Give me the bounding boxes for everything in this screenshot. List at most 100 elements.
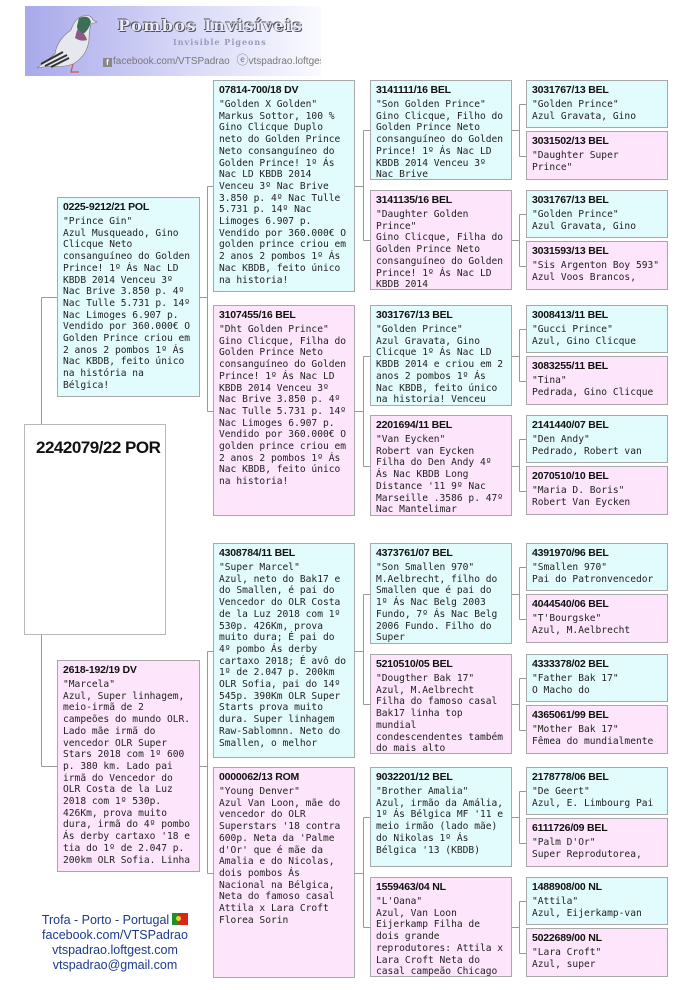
pigeon-description: "Marcela" Azul, Super linhagem, meio-irm… bbox=[63, 679, 191, 866]
ring-number: 3031502/13 BEL bbox=[532, 135, 609, 147]
pigeon-description: "Dht Golden Prince" Gino Clicque, Filha … bbox=[219, 324, 347, 488]
pigeon-description: "Son Smallen 970" M.Aelbrecht, filho do … bbox=[376, 562, 498, 644]
great-grandparents-card[interactable]: 3031767/13 BEL "Golden Prince" Azul Grava… bbox=[370, 305, 512, 406]
pigeon-description: "Father Bak 17" O Macho do bbox=[532, 673, 619, 696]
pigeon-description: "Smallen 970" Pai do Patronvencedor bbox=[532, 562, 654, 585]
pigeon-description: "Daughter Super Prince" bbox=[532, 150, 619, 173]
ring-number: 0000062/13 ROM bbox=[219, 771, 300, 783]
great-great-grandparents-card[interactable]: 3031593/13 BEL "Sis Argenton Boy 593" Azu… bbox=[526, 241, 668, 290]
logo-title: Pombos Invisíveis bbox=[118, 16, 304, 35]
pigeon-description: "Prince Gin" Azul Musqueado, Gino Clicqu… bbox=[63, 216, 191, 391]
pigeon-description: "Brother Amalia" Azul, irmão da Amália, … bbox=[376, 786, 504, 856]
ring-number: 3031767/13 BEL bbox=[532, 84, 609, 96]
pigeon-description: "Maria D. Boris" Robert Van Eycken bbox=[532, 485, 631, 508]
ring-number: 1559463/04 NL bbox=[376, 881, 446, 893]
pigeon-description: "Den Andy" Pedrado, Robert van bbox=[532, 434, 642, 457]
great-grandparents-card[interactable]: 1559463/04 NL "L'Oana" Azul, Van Loon Eij… bbox=[370, 877, 512, 977]
ring-number: 3141135/16 BEL bbox=[376, 194, 453, 206]
pigeon-icon bbox=[36, 15, 98, 73]
ring-number: 1488908/00 NL bbox=[532, 881, 602, 893]
ring-number: 3141111/16 BEL bbox=[376, 84, 451, 96]
ring-number: 4373761/07 BEL bbox=[376, 547, 453, 559]
facebook-icon: f bbox=[103, 58, 112, 67]
great-great-grandparents-card[interactable]: 4044540/06 BEL "T'Bourgske" Azul, M.Aelbr… bbox=[526, 594, 668, 643]
ring-number: 3083255/11 BEL bbox=[532, 360, 609, 372]
ring-number: 2070510/10 BEL bbox=[532, 470, 609, 482]
ring-number: 3031767/13 BEL bbox=[376, 309, 453, 321]
grandparents-card[interactable]: 4308784/11 BEL "Super Marcel" Azul, neto … bbox=[213, 543, 355, 758]
subject-pigeon-card[interactable]: 2242079/22 POR bbox=[24, 424, 166, 635]
ring-number: 2141440/07 BEL bbox=[532, 419, 609, 431]
great-great-grandparents-card[interactable]: 3031767/13 BEL "Golden Prince" Azul Grava… bbox=[526, 190, 668, 238]
ring-number: 0225-9212/21 POL bbox=[63, 201, 150, 213]
ring-number: 2178778/06 BEL bbox=[532, 771, 609, 783]
pigeon-description: "Attila" Azul, Eijerkamp-van bbox=[532, 896, 642, 919]
pigeon-description: "Daughter Golden Prince" Gino Clicque, F… bbox=[376, 209, 504, 290]
great-grandparents-card[interactable]: 3141111/16 BEL "Son Golden Prince" Gino C… bbox=[370, 80, 512, 180]
grandparents-card[interactable]: 07814-700/18 DV "Golden X Golden" Markus … bbox=[213, 80, 355, 292]
web-icon: ⓔ bbox=[236, 53, 249, 67]
footer-contact: Trofa - Porto - Portugal facebook.com/VT… bbox=[20, 913, 210, 973]
footer-location: Trofa - Porto - Portugal bbox=[41, 913, 170, 927]
pigeon-description: "Sis Argenton Boy 593" Azul Voos Brancos… bbox=[532, 260, 660, 283]
ring-number: 5210510/05 BEL bbox=[376, 658, 453, 670]
logo-banner: Pombos Invisíveis Invisible Pigeons f fac… bbox=[25, 6, 321, 76]
grandparents-card[interactable]: 0000062/13 ROM "Young Denver" Azul Van Lo… bbox=[213, 767, 355, 978]
ring-number: 3031593/13 BEL bbox=[532, 245, 609, 257]
great-grandparents-card[interactable]: 3141135/16 BEL "Daughter Golden Prince" G… bbox=[370, 190, 512, 290]
great-great-grandparents-card[interactable]: 3031502/13 BEL "Daughter Super Prince" bbox=[526, 131, 668, 180]
great-great-grandparents-card[interactable]: 2070510/10 BEL "Maria D. Boris" Robert Va… bbox=[526, 466, 668, 515]
great-great-grandparents-card[interactable]: 4365061/99 BEL "Mother Bak 17" Fêmea do m… bbox=[526, 705, 668, 754]
great-grandparents-card[interactable]: 2201694/11 BEL "Van Eycken" Robert van Ey… bbox=[370, 415, 512, 516]
logo-subtitle: Invisible Pigeons bbox=[173, 37, 267, 47]
great-grandparents-card[interactable]: 5210510/05 BEL "Dougther Bak 17" Azul, M.… bbox=[370, 654, 512, 754]
pigeon-description: "Mother Bak 17" Fêmea do mundialmente bbox=[532, 724, 654, 747]
great-grandparents-card[interactable]: 4373761/07 BEL "Son Smallen 970" M.Aelbre… bbox=[370, 543, 512, 644]
pigeon-description: "Young Denver" Azul Van Loon, mãe do ven… bbox=[219, 786, 341, 926]
pigeon-description: "Van Eycken" Robert van Eycken Filha do … bbox=[376, 434, 504, 516]
grandparents-card[interactable]: 3107455/16 BEL "Dht Golden Prince" Gino C… bbox=[213, 305, 355, 516]
parents-card[interactable]: 2618-192/19 DV "Marcela" Azul, Super linh… bbox=[57, 660, 200, 872]
ring-number: 4044540/06 BEL bbox=[532, 598, 609, 610]
logo-facebook: facebook.com/VTSPadrao bbox=[113, 56, 230, 67]
pigeon-description: "Dougther Bak 17" Azul, M.Aelbrecht Filh… bbox=[376, 673, 504, 754]
parents-card[interactable]: 0225-9212/21 POL "Prince Gin" Azul Musque… bbox=[57, 197, 200, 397]
great-grandparents-card[interactable]: 9032201/12 BEL "Brother Amalia" Azul, irm… bbox=[370, 767, 512, 867]
great-great-grandparents-card[interactable]: 1488908/00 NL "Attila" Azul, Eijerkamp-va… bbox=[526, 877, 668, 925]
pigeon-description: "Gucci Prince" Azul, Gino Clicque bbox=[532, 324, 636, 347]
pigeon-description: "De Geert" Azul, E. Limbourg Pai bbox=[532, 786, 654, 809]
footer-email[interactable]: vtspadrao@gmail.com bbox=[52, 958, 178, 972]
footer-location-row: Trofa - Porto - Portugal bbox=[20, 913, 210, 928]
great-great-grandparents-card[interactable]: 3083255/11 BEL "Tina" Pedrada, Gino Clicq… bbox=[526, 356, 668, 405]
ring-number: 4308784/11 BEL bbox=[219, 547, 296, 559]
great-great-grandparents-card[interactable]: 4333378/02 BEL "Father Bak 17" O Macho do bbox=[526, 654, 668, 702]
footer-website[interactable]: vtspadrao.loftgest.com bbox=[52, 943, 178, 957]
ring-number: 3031767/13 BEL bbox=[532, 194, 609, 206]
great-great-grandparents-card[interactable]: 5022689/00 NL "Lara Croft" Azul, super bbox=[526, 928, 668, 977]
great-great-grandparents-card[interactable]: 3031767/13 BEL "Golden Prince" Azul Grava… bbox=[526, 80, 668, 128]
great-great-grandparents-card[interactable]: 2141440/07 BEL "Den Andy" Pedrado, Robert… bbox=[526, 415, 668, 463]
ring-number: 3107455/16 BEL bbox=[219, 309, 296, 321]
ring-number: 2242079/22 POR bbox=[36, 438, 161, 457]
ring-number: 07814-700/18 DV bbox=[219, 84, 299, 96]
footer-facebook[interactable]: facebook.com/VTSPadrao bbox=[42, 928, 188, 942]
ring-number: 4365061/99 BEL bbox=[532, 709, 609, 721]
pigeon-description: "Golden Prince" Azul Gravata, Gino bbox=[532, 209, 636, 232]
ring-number: 6111726/09 BEL bbox=[532, 822, 608, 834]
great-great-grandparents-card[interactable]: 3008413/11 BEL "Gucci Prince" Azul, Gino … bbox=[526, 305, 668, 353]
pigeon-description: "Palm D'Or" Super Reprodutorea, bbox=[532, 837, 642, 860]
ring-number: 2201694/11 BEL bbox=[376, 419, 453, 431]
ring-number: 4333378/02 BEL bbox=[532, 658, 609, 670]
great-great-grandparents-card[interactable]: 6111726/09 BEL "Palm D'Or" Super Reprodut… bbox=[526, 818, 668, 867]
ring-number: 3008413/11 BEL bbox=[532, 309, 609, 321]
ring-number: 4391970/96 BEL bbox=[532, 547, 609, 559]
pigeon-description: "Son Golden Prince" Gino Clicque, Filho … bbox=[376, 99, 504, 180]
portugal-flag-icon bbox=[172, 913, 189, 925]
great-great-grandparents-card[interactable]: 2178778/06 BEL "De Geert" Azul, E. Limbou… bbox=[526, 767, 668, 815]
logo-website: vtspadrao.loftgest.com bbox=[248, 56, 321, 67]
great-great-grandparents-card[interactable]: 4391970/96 BEL "Smallen 970" Pai do Patro… bbox=[526, 543, 668, 591]
ring-number: 2618-192/19 DV bbox=[63, 664, 137, 676]
pigeon-description: "L'Oana" Azul, Van Loon Eijerkamp Filha … bbox=[376, 896, 504, 977]
pigeon-description: "T'Bourgske" Azul, M.Aelbrecht bbox=[532, 613, 631, 636]
ring-number: 5022689/00 NL bbox=[532, 932, 602, 944]
